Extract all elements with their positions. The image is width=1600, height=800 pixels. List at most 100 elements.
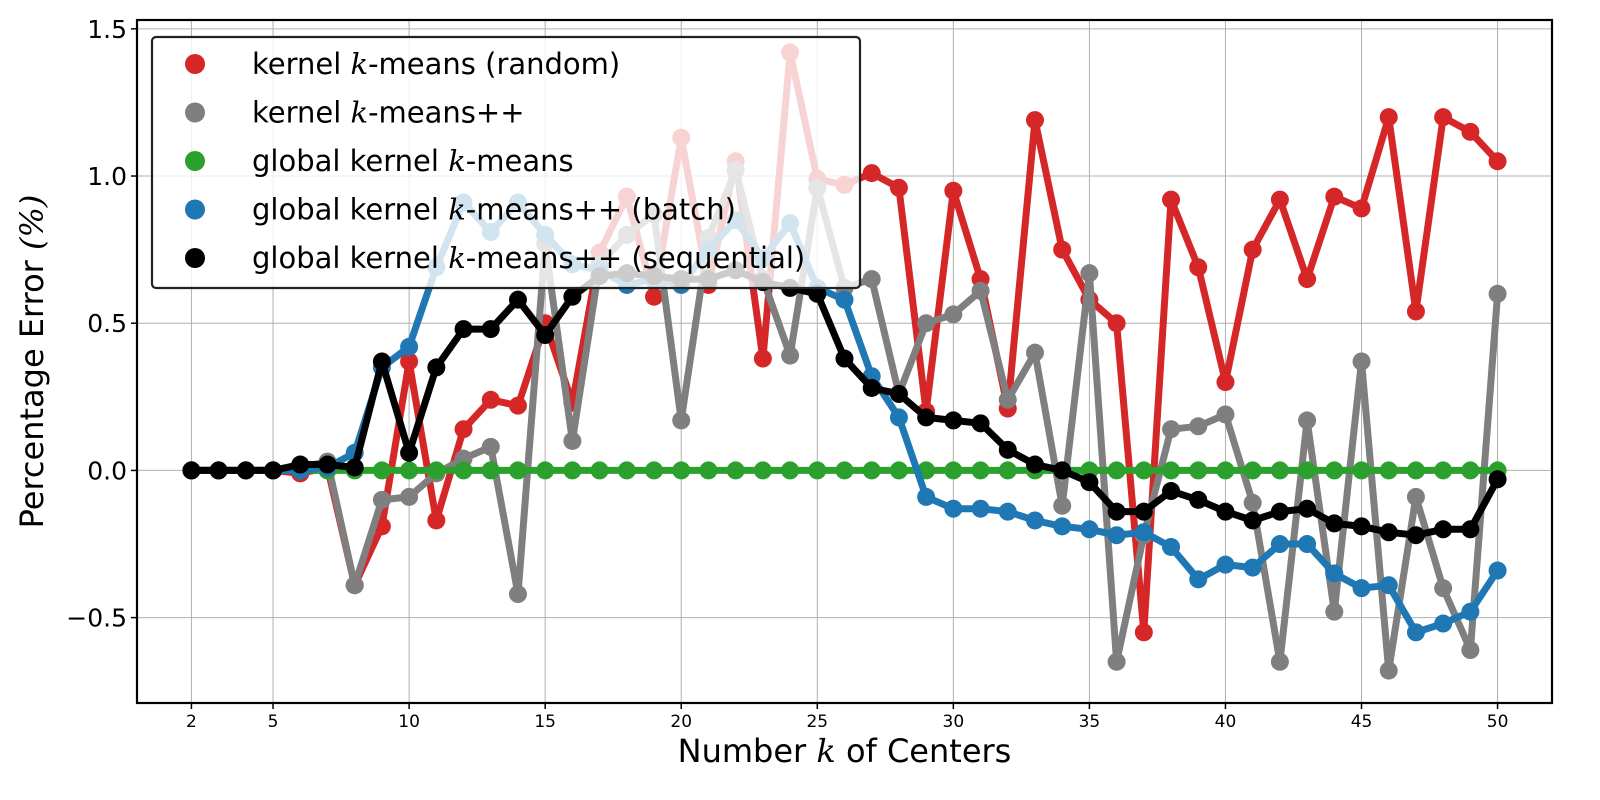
point-batch: [1406, 623, 1425, 642]
point-random: [1243, 240, 1262, 259]
point-batch: [1325, 564, 1344, 583]
point-global: [1434, 461, 1453, 480]
point-kpp: [563, 431, 582, 450]
x-tick-label: 2: [186, 712, 197, 732]
point-kpp: [1325, 602, 1344, 621]
point-global: [862, 461, 881, 480]
point-kpp: [1270, 652, 1289, 671]
point-batch: [1298, 535, 1317, 554]
legend-label-part: -means++ (batch): [466, 193, 736, 227]
point-batch: [917, 487, 936, 506]
point-batch: [1216, 555, 1235, 574]
point-sequential: [291, 455, 310, 474]
point-kpp: [1434, 579, 1453, 598]
point-sequential: [944, 411, 963, 430]
point-random: [1189, 258, 1208, 277]
legend-label-part: global kernel: [252, 241, 448, 275]
point-sequential: [917, 408, 936, 427]
point-global: [699, 461, 718, 480]
point-batch: [889, 408, 908, 427]
point-random: [1379, 108, 1398, 127]
point-kpp: [781, 346, 800, 365]
point-batch: [1025, 511, 1044, 530]
point-batch: [835, 290, 854, 309]
legend-box: [150, 35, 862, 290]
point-sequential: [345, 458, 364, 477]
point-sequential: [1189, 490, 1208, 509]
legend-label-k: k: [351, 96, 369, 130]
point-global: [590, 461, 609, 480]
point-kpp: [1379, 661, 1398, 680]
point-global: [1162, 461, 1181, 480]
point-kpp: [1461, 641, 1480, 660]
point-global: [508, 461, 527, 480]
x-axis-ticks: 2 5 10 15 20 25 30 35 40 45 50: [186, 703, 1508, 732]
series-global: [182, 461, 1507, 480]
point-kpp: [372, 490, 391, 509]
point-batch: [998, 502, 1017, 521]
legend-label-k: k: [448, 144, 466, 178]
x-tick-label: 20: [670, 712, 692, 732]
legend-label-part: -means++ (sequential): [466, 241, 805, 275]
point-sequential: [1325, 514, 1344, 533]
point-global: [400, 461, 419, 480]
point-random: [1107, 314, 1126, 333]
point-batch: [1162, 537, 1181, 556]
point-global: [536, 461, 555, 480]
legend: kernel k-means (random)kernel k-means++g…: [150, 35, 862, 290]
point-sequential: [1379, 523, 1398, 542]
legend-label-part: global kernel: [252, 193, 448, 227]
point-sequential: [236, 461, 255, 480]
point-global: [1243, 461, 1262, 480]
point-sequential: [182, 461, 201, 480]
y-axis-label-unit: (%): [13, 195, 51, 250]
point-kpp: [400, 487, 419, 506]
point-random: [427, 511, 446, 530]
point-kpp: [1189, 417, 1208, 436]
point-global: [481, 461, 500, 480]
point-sequential: [1243, 511, 1262, 530]
point-global: [372, 461, 391, 480]
point-random: [1325, 187, 1344, 206]
point-random: [1406, 302, 1425, 321]
point-random: [1216, 373, 1235, 392]
point-global: [427, 461, 446, 480]
point-kpp: [1216, 405, 1235, 424]
point-global: [1107, 461, 1126, 480]
point-global: [781, 461, 800, 480]
point-kpp: [345, 576, 364, 595]
point-batch: [944, 499, 963, 518]
point-kpp: [508, 585, 527, 604]
point-random: [508, 396, 527, 415]
point-global: [645, 461, 664, 480]
point-sequential: [508, 290, 527, 309]
x-tick-label: 30: [943, 712, 965, 732]
x-tick-label: 40: [1215, 712, 1237, 732]
point-kpp: [1053, 496, 1072, 515]
point-sequential: [536, 326, 555, 345]
point-sequential: [318, 455, 337, 474]
point-sequential: [454, 320, 473, 339]
y-tick-label: 1.5: [87, 15, 127, 44]
x-tick-label: 35: [1079, 712, 1101, 732]
point-sequential: [1406, 526, 1425, 545]
point-sequential: [1080, 473, 1099, 492]
point-kpp: [1298, 411, 1317, 430]
point-sequential: [1134, 502, 1153, 521]
point-random: [1025, 111, 1044, 130]
point-random: [889, 178, 908, 197]
legend-marker-random: [185, 54, 205, 74]
point-random: [454, 420, 473, 439]
point-sequential: [889, 384, 908, 403]
x-axis-label-part-1: Number: [678, 732, 817, 770]
point-kpp: [862, 270, 881, 289]
y-axis-label: Percentage Error (%): [13, 195, 51, 529]
point-sequential: [1107, 502, 1126, 521]
y-tick-label: 0.5: [87, 309, 127, 338]
x-tick-label: 50: [1487, 712, 1509, 732]
point-global: [563, 461, 582, 480]
point-batch: [971, 499, 990, 518]
point-global: [944, 461, 963, 480]
point-global: [1352, 461, 1371, 480]
